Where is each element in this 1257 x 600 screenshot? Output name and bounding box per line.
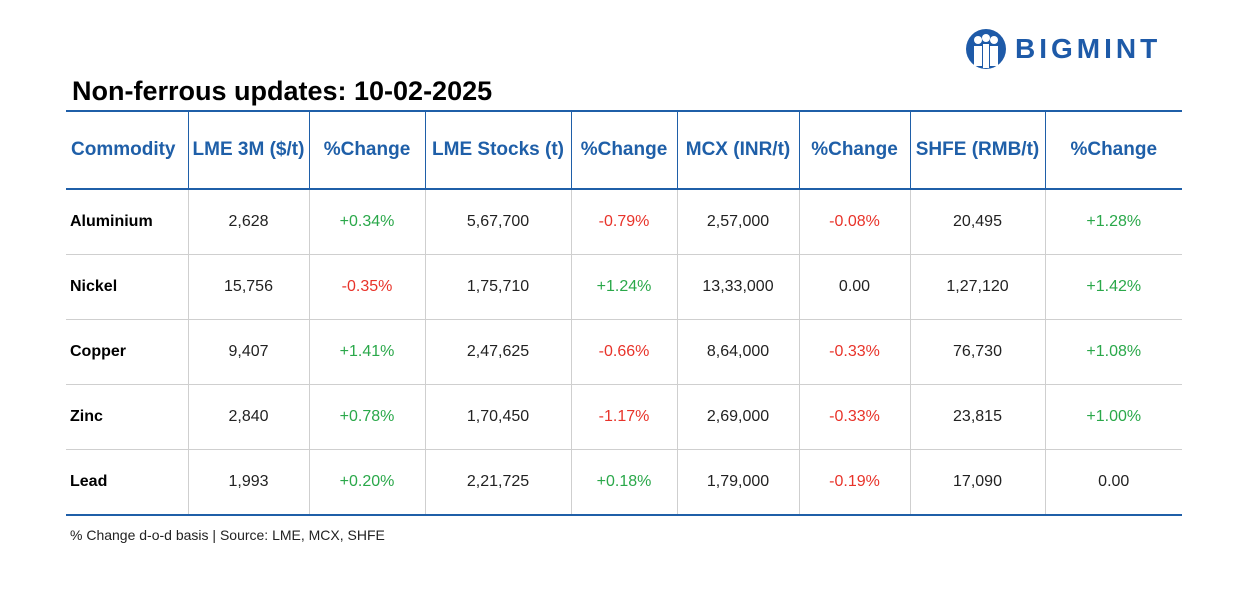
- table-row: Aluminium 2,628 +0.34% 5,67,700 -0.79% 2,57,0…: [66, 189, 1182, 255]
- value-cell: +1.24%: [570, 254, 677, 320]
- value-cell: 15,756: [187, 254, 309, 320]
- value-cell: 17,090: [909, 449, 1045, 516]
- value-cell: -0.19%: [798, 449, 910, 516]
- value-cell: 9,407: [187, 319, 309, 385]
- value-cell: 5,67,700: [424, 189, 571, 255]
- value-cell: 2,47,625: [424, 319, 571, 385]
- value-cell: -0.35%: [308, 254, 425, 320]
- value-cell: +1.00%: [1044, 384, 1182, 450]
- value-cell: +0.78%: [308, 384, 425, 450]
- header-cell: %Change: [308, 110, 425, 190]
- logo-icon: [966, 29, 1006, 69]
- table-row: Lead 1,993 +0.20% 2,21,725 +0.18% 1,79,000 -0.…: [66, 449, 1182, 516]
- header-cell: %Change: [798, 110, 910, 190]
- value-cell: 2,21,725: [424, 449, 571, 516]
- commodity-cell: Lead: [66, 449, 188, 516]
- commodity-cell: Nickel: [66, 254, 188, 320]
- table: Commodity LME 3M ($/t) %Change LME Stocks (…: [66, 110, 1182, 516]
- header-cell: MCX (INR/t): [676, 110, 799, 190]
- value-cell: +1.42%: [1044, 254, 1182, 320]
- value-cell: 13,33,000: [676, 254, 799, 320]
- value-cell: 2,840: [187, 384, 309, 450]
- value-cell: -0.79%: [570, 189, 677, 255]
- header-cell: SHFE (RMB/t): [909, 110, 1045, 190]
- value-cell: 20,495: [909, 189, 1045, 255]
- value-cell: 76,730: [909, 319, 1045, 385]
- value-cell: 0.00: [798, 254, 910, 320]
- table-row: Zinc 2,840 +0.78% 1,70,450 -1.17% 2,69,000 -0.…: [66, 384, 1182, 450]
- value-cell: 1,75,710: [424, 254, 571, 320]
- value-cell: -0.33%: [798, 384, 910, 450]
- header-cell: LME 3M ($/t): [187, 110, 309, 190]
- footnote: % Change d-o-d basis | Source: LME, MCX,…: [70, 527, 385, 543]
- table-body: Aluminium 2,628 +0.34% 5,67,700 -0.79% 2,57,0…: [66, 189, 1182, 516]
- value-cell: 1,993: [187, 449, 309, 516]
- header-cell: Commodity: [66, 110, 188, 190]
- value-cell: -1.17%: [570, 384, 677, 450]
- table-row: Nickel 15,756 -0.35% 1,75,710 +1.24% 13,33,00…: [66, 254, 1182, 320]
- value-cell: -0.08%: [798, 189, 910, 255]
- commodity-cell: Copper: [66, 319, 188, 385]
- value-cell: 1,70,450: [424, 384, 571, 450]
- value-cell: 2,628: [187, 189, 309, 255]
- logo-text: BIGMINT: [1015, 33, 1162, 64]
- value-cell: 2,57,000: [676, 189, 799, 255]
- value-cell: +1.08%: [1044, 319, 1182, 385]
- value-cell: 1,79,000: [676, 449, 799, 516]
- value-cell: 2,69,000: [676, 384, 799, 450]
- commodity-cell: Zinc: [66, 384, 188, 450]
- logo: BIGMINT: [965, 28, 1161, 70]
- value-cell: +0.34%: [308, 189, 425, 255]
- value-cell: +1.28%: [1044, 189, 1182, 255]
- table-row: Copper 9,407 +1.41% 2,47,625 -0.66% 8,64,000-…: [66, 319, 1182, 385]
- value-cell: -0.66%: [570, 319, 677, 385]
- value-cell: 8,64,000: [676, 319, 799, 385]
- header-cell: %Change: [570, 110, 677, 190]
- title: Non-ferrous updates: 10-02-2025: [72, 76, 493, 106]
- commodity-cell: Aluminium: [66, 189, 188, 255]
- header-row: Commodity LME 3M ($/t) %Change LME Stocks (…: [66, 110, 1182, 190]
- value-cell: +0.20%: [308, 449, 425, 516]
- value-cell: +0.18%: [570, 449, 677, 516]
- value-cell: +1.41%: [308, 319, 425, 385]
- value-cell: 0.00: [1044, 449, 1182, 516]
- value-cell: 1,27,120: [909, 254, 1045, 320]
- value-cell: -0.33%: [798, 319, 910, 385]
- header-cell: LME Stocks (t): [424, 110, 571, 190]
- value-cell: 23,815: [909, 384, 1045, 450]
- header-cell: %Change: [1044, 110, 1182, 190]
